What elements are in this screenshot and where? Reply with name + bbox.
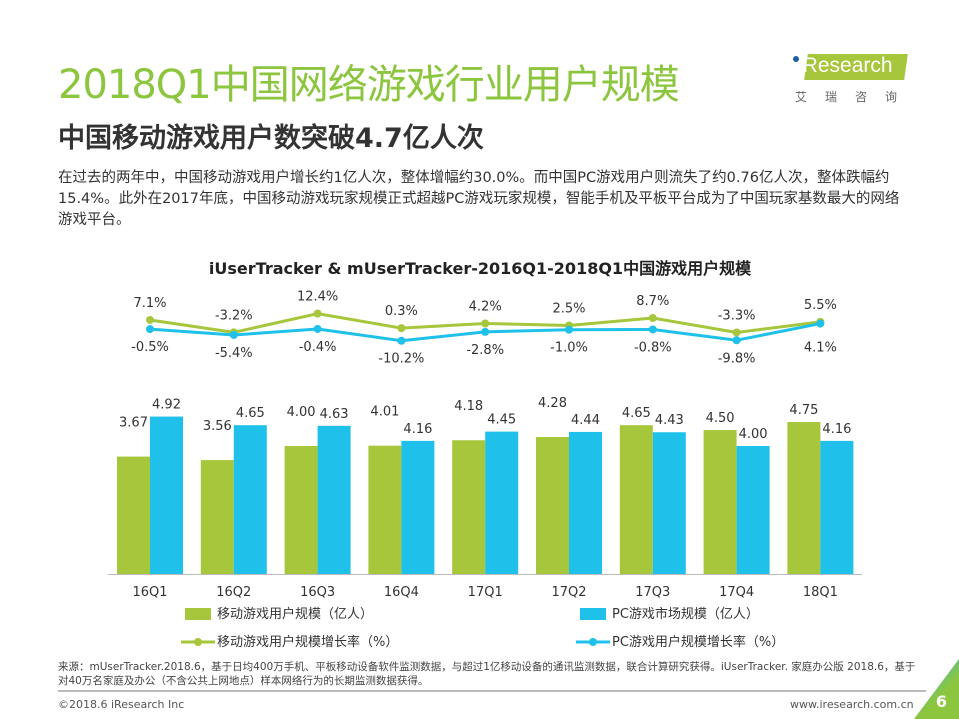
line-value-label: 12.4% bbox=[297, 290, 338, 305]
x-tick-label: 17Q1 bbox=[468, 585, 503, 600]
bar-value-label: 4.00 bbox=[287, 405, 316, 420]
legend-label: 移动游戏用户规模（亿人） bbox=[217, 606, 373, 622]
bar-value-label: 4.50 bbox=[706, 411, 735, 426]
line-value-label: -0.5% bbox=[131, 340, 169, 355]
website-link[interactable]: www.iresearch.com.cn bbox=[790, 698, 914, 711]
bar-mobile bbox=[619, 425, 653, 574]
legend-marker bbox=[589, 638, 597, 646]
source-note: 来源：mUserTracker.2018.6，基于日均400万手机、平板移动设备… bbox=[58, 661, 916, 687]
bar-value-label: 4.16 bbox=[403, 422, 432, 437]
line-value-label: 4.2% bbox=[469, 299, 502, 314]
line-point bbox=[481, 327, 490, 336]
bar-value-label: 4.45 bbox=[487, 413, 516, 428]
legend-swatch bbox=[580, 608, 606, 620]
legend-marker bbox=[194, 638, 202, 646]
x-tick-label: 16Q1 bbox=[132, 585, 167, 600]
line-value-label: 8.7% bbox=[636, 294, 669, 309]
line-value-label: 7.1% bbox=[133, 296, 166, 311]
line-point bbox=[146, 325, 154, 334]
bar-value-label: 4.92 bbox=[152, 398, 181, 413]
bar-mobile bbox=[117, 456, 150, 574]
line-point bbox=[565, 325, 573, 334]
line-value-label: -3.2% bbox=[215, 308, 253, 323]
iresearch-logo: iResearch 艾瑞咨询 bbox=[790, 48, 920, 113]
bar-value-label: 4.44 bbox=[571, 413, 600, 428]
intro-text: 在过去的两年中，中国移动游戏用户增长约1亿人次，整体增幅约30.0%。而中国PC… bbox=[58, 170, 900, 228]
line-value-label: -10.2% bbox=[378, 352, 424, 367]
bar-mobile bbox=[787, 422, 821, 574]
x-tick-label: 16Q4 bbox=[384, 585, 419, 600]
x-tick-label: 17Q2 bbox=[551, 585, 586, 600]
line-point bbox=[229, 330, 238, 339]
bar-mobile bbox=[703, 430, 737, 574]
line-point bbox=[648, 325, 657, 334]
line-value-label: -9.8% bbox=[718, 351, 756, 366]
legend-label: PC游戏用户规模增长率（%） bbox=[612, 634, 784, 650]
line-point bbox=[816, 319, 825, 328]
line-point bbox=[732, 328, 741, 337]
line-value-label: -5.4% bbox=[215, 346, 253, 361]
line-value-label: 4.1% bbox=[804, 341, 837, 356]
line-point bbox=[732, 336, 741, 345]
line-point bbox=[146, 315, 154, 324]
line-value-label: 2.5% bbox=[552, 302, 585, 317]
copyright: ©2018.6 iResearch Inc bbox=[58, 698, 185, 711]
bar-value-label: 4.00 bbox=[739, 427, 768, 442]
chart: iUserTracker & mUserTracker-2016Q1-2018Q… bbox=[108, 259, 862, 650]
bar-pc bbox=[150, 416, 183, 574]
line-value-label: -3.3% bbox=[718, 308, 756, 323]
bar-mobile bbox=[284, 446, 318, 574]
bar-value-label: 4.63 bbox=[320, 407, 349, 422]
bar-value-label: 4.18 bbox=[454, 399, 483, 414]
bar-value-label: 3.56 bbox=[203, 419, 232, 434]
bar-pc bbox=[317, 425, 351, 574]
line-value-label: 0.3% bbox=[385, 304, 418, 319]
line-point bbox=[481, 319, 490, 328]
bar-value-label: 4.28 bbox=[538, 396, 567, 411]
logo-cn: 艾瑞咨询 bbox=[795, 90, 916, 104]
bar-pc bbox=[736, 446, 770, 574]
bar-pc bbox=[820, 440, 854, 574]
chart-title: iUserTracker & mUserTracker-2016Q1-2018Q… bbox=[209, 259, 752, 278]
bar-mobile bbox=[368, 445, 402, 574]
line-value-label: 5.5% bbox=[804, 298, 837, 313]
bar-pc bbox=[485, 431, 519, 574]
bar-mobile bbox=[452, 440, 486, 574]
legend-label: PC游戏市场规模（亿人） bbox=[612, 606, 759, 622]
logo-word: iResearch bbox=[798, 54, 893, 77]
line-point bbox=[313, 309, 322, 318]
line-value-label: -1.0% bbox=[550, 341, 588, 356]
line-point bbox=[397, 336, 406, 345]
bar-pc bbox=[233, 425, 267, 574]
bar-pc bbox=[569, 431, 602, 574]
x-tick-label: 16Q2 bbox=[216, 585, 251, 600]
legend-swatch bbox=[185, 608, 211, 620]
line-value-label: -2.8% bbox=[466, 343, 504, 358]
bar-pc bbox=[652, 432, 686, 574]
footer-divider bbox=[58, 690, 926, 692]
bar-value-label: 4.65 bbox=[622, 406, 651, 421]
page-title: 2018Q1中国网络游戏行业用户规模 bbox=[58, 62, 680, 108]
bar-value-label: 4.75 bbox=[789, 403, 818, 418]
line-point bbox=[648, 314, 657, 323]
bar-mobile bbox=[200, 460, 234, 574]
line-point bbox=[397, 324, 406, 333]
page-number: 6 bbox=[935, 692, 947, 711]
x-tick-label: 17Q3 bbox=[635, 585, 670, 600]
line-value-label: -0.4% bbox=[299, 340, 337, 355]
bar-value-label: 4.65 bbox=[236, 406, 265, 421]
bar-pc bbox=[401, 440, 435, 574]
x-tick-label: 18Q1 bbox=[803, 585, 838, 600]
line-point bbox=[313, 324, 322, 333]
bar-mobile bbox=[536, 437, 569, 574]
bar-value-label: 4.16 bbox=[822, 422, 851, 437]
x-tick-label: 17Q4 bbox=[719, 585, 754, 600]
bar-value-label: 4.43 bbox=[655, 413, 684, 428]
legend-label: 移动游戏用户规模增长率（%） bbox=[217, 634, 398, 650]
page-subtitle: 中国移动游戏用户数突破4.7亿人次 bbox=[58, 123, 484, 154]
bar-value-label: 4.01 bbox=[370, 405, 399, 420]
line-value-label: -0.8% bbox=[634, 340, 672, 355]
x-tick-label: 16Q3 bbox=[300, 585, 335, 600]
bar-value-label: 3.67 bbox=[119, 416, 148, 431]
